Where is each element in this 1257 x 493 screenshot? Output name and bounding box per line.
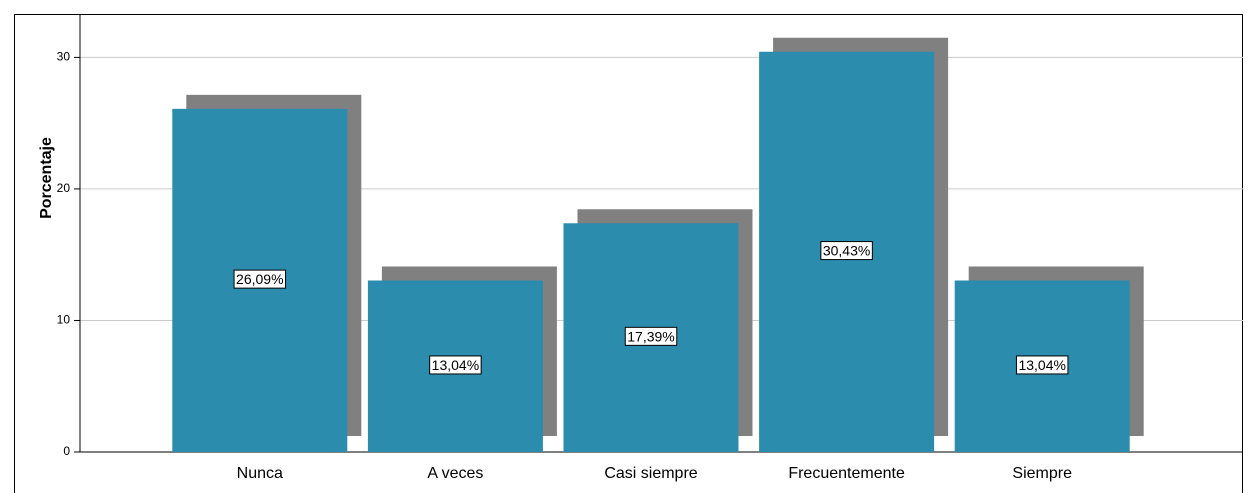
value-label: 17,39% bbox=[627, 328, 674, 344]
value-label: 30,43% bbox=[823, 243, 870, 259]
x-tick-label: Nunca bbox=[237, 465, 283, 482]
value-label: 13,04% bbox=[432, 357, 479, 373]
x-tick-label: A veces bbox=[427, 465, 483, 482]
x-tick-label: Siempre bbox=[1012, 465, 1072, 482]
y-axis-label: Porcentaje bbox=[38, 137, 55, 219]
x-tick-label: Casi siempre bbox=[604, 465, 697, 482]
y-tick-label: 30 bbox=[57, 50, 71, 64]
value-label: 26,09% bbox=[236, 271, 283, 287]
y-tick-label: 0 bbox=[63, 444, 70, 458]
value-label-box bbox=[820, 241, 873, 261]
value-label-box bbox=[233, 269, 287, 289]
value-label-box bbox=[624, 326, 678, 346]
value-label: 13,04% bbox=[1018, 357, 1065, 373]
y-tick-label: 10 bbox=[57, 313, 71, 327]
value-label-box bbox=[429, 355, 482, 375]
x-tick-label: Frecuentemente bbox=[788, 465, 905, 482]
value-label-box bbox=[1015, 355, 1069, 375]
y-tick-label: 20 bbox=[57, 181, 71, 195]
